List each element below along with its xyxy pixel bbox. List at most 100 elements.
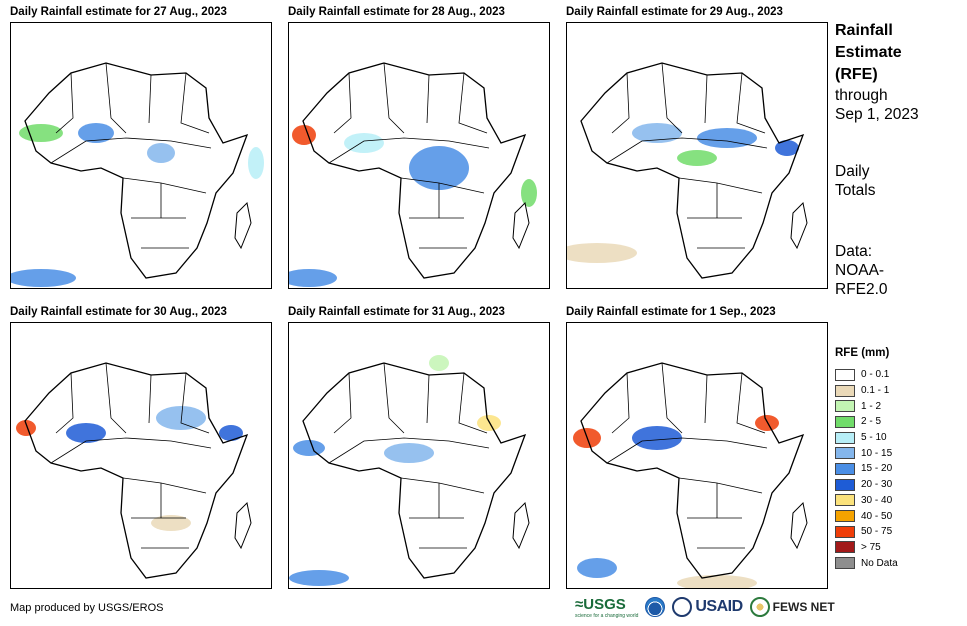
country-border: [383, 62, 405, 134]
title-line: Rainfall: [835, 22, 893, 39]
africa-coastline: [580, 62, 805, 279]
country-border: [736, 372, 766, 434]
rainfall-area: [219, 425, 243, 441]
rainfall-map: [288, 322, 550, 589]
legend-swatch: [835, 478, 855, 491]
legend-title: RFE (mm): [835, 347, 890, 359]
legend-label: 1 - 2: [861, 400, 882, 412]
panel-title: Daily Rainfall estimate for 28 Aug., 202…: [288, 6, 505, 18]
legend-swatch: [835, 494, 855, 507]
rainfall-area: [289, 269, 337, 287]
usgs-logo-text: ≈USGS: [575, 595, 626, 613]
legend-swatch: [835, 368, 855, 381]
legend-label: No Data: [861, 557, 898, 569]
panel-title: Daily Rainfall estimate for 31 Aug., 202…: [288, 306, 505, 318]
map-panel-aug29: Daily Rainfall estimate for 29 Aug., 202…: [566, 4, 828, 289]
noaa-logo-icon: [645, 597, 666, 617]
legend-swatch: [835, 510, 855, 523]
legend-label: > 75: [861, 541, 881, 553]
rainfall-area: [775, 140, 799, 156]
period-text: through Sep 1, 2023: [835, 86, 919, 124]
data-line: NOAA-: [835, 262, 885, 279]
rainfall-area: [289, 570, 349, 586]
legend-row: > 75: [835, 540, 955, 556]
country-border: [458, 372, 488, 434]
legend-label: 5 - 10: [861, 432, 887, 444]
rainfall-area: [19, 124, 63, 142]
country-border: [606, 437, 768, 464]
rainfall-area: [66, 423, 106, 443]
country-border: [148, 74, 152, 124]
country-border: [333, 72, 352, 134]
legend-label: 40 - 50: [861, 510, 893, 522]
country-border: [678, 177, 763, 194]
rainfall-area: [429, 355, 449, 371]
panel-title: Daily Rainfall estimate for 30 Aug., 202…: [10, 306, 227, 318]
legend-row: No Data: [835, 555, 955, 571]
legend-swatch: [835, 447, 855, 460]
map-credit: Map produced by USGS/EROS: [10, 602, 164, 614]
rainfall-area: [632, 426, 682, 450]
country-border: [105, 62, 127, 134]
legend-label: 20 - 30: [861, 479, 893, 491]
country-border: [180, 72, 210, 134]
legend-row: 2 - 5: [835, 414, 955, 430]
rainfall-area: [567, 243, 637, 263]
fews-net-logo: FEWS NET: [749, 597, 835, 617]
africa-map-svg: [567, 62, 808, 279]
madagascar-outline: [234, 501, 252, 550]
totals-line: Daily: [835, 163, 870, 180]
country-border: [55, 72, 74, 134]
fews-net-logo-text: FEWS NET: [772, 600, 835, 614]
africa-coastline: [580, 362, 805, 579]
country-border: [55, 372, 74, 434]
rainfall-area: [632, 123, 682, 143]
usaid-seal-icon: [672, 597, 693, 617]
country-border: [704, 374, 708, 424]
rainfall-area: [293, 440, 325, 456]
legend-swatch: [835, 415, 855, 428]
period-line: Sep 1, 2023: [835, 106, 919, 123]
country-border: [611, 372, 630, 434]
legend-swatch: [835, 384, 855, 397]
rainfall-area: [477, 415, 501, 431]
logo-strip: ≈USGS science for a changing world USAID …: [575, 596, 835, 619]
africa-map-svg: [573, 362, 808, 588]
panel-title: Daily Rainfall estimate for 27 Aug., 202…: [10, 6, 227, 18]
country-border: [400, 477, 485, 494]
usgs-logo: ≈USGS science for a changing world: [575, 596, 638, 619]
rainfall-area: [384, 443, 434, 463]
rainfall-area: [409, 146, 469, 190]
legend-swatch: [835, 462, 855, 475]
country-border: [426, 374, 430, 424]
country-border: [328, 137, 490, 164]
panel-title: Daily Rainfall estimate for 29 Aug., 202…: [566, 6, 783, 18]
data-line: Data:: [835, 243, 873, 260]
africa-coastline: [302, 62, 527, 279]
totals-line: Totals: [835, 182, 876, 199]
legend-row: 15 - 20: [835, 461, 955, 477]
legend-row: 5 - 10: [835, 430, 955, 446]
rainfall-area: [78, 123, 114, 143]
usaid-logo: USAID: [672, 597, 743, 617]
data-source-text: Data: NOAA- RFE2.0: [835, 242, 888, 299]
country-border: [328, 437, 490, 464]
rainfall-area: [156, 406, 206, 430]
africa-coastline: [24, 362, 249, 579]
country-border: [606, 137, 768, 164]
legend-swatch: [835, 400, 855, 413]
product-title: Rainfall Estimate (RFE): [835, 20, 902, 86]
legend-row: 20 - 30: [835, 477, 955, 493]
rainfall-map: [566, 22, 828, 289]
country-border: [122, 477, 207, 494]
period-line: through: [835, 87, 888, 104]
country-border: [333, 372, 352, 434]
legend-label: 0 - 0.1: [861, 369, 890, 381]
map-panel-aug27: Daily Rainfall estimate for 27 Aug., 202…: [10, 4, 272, 289]
usgs-tagline: science for a changing world: [575, 612, 639, 619]
data-line: RFE2.0: [835, 281, 888, 298]
country-border: [180, 372, 210, 434]
country-border: [678, 477, 763, 494]
africa-map-svg: [289, 355, 530, 586]
rainfall-map: [566, 322, 828, 589]
